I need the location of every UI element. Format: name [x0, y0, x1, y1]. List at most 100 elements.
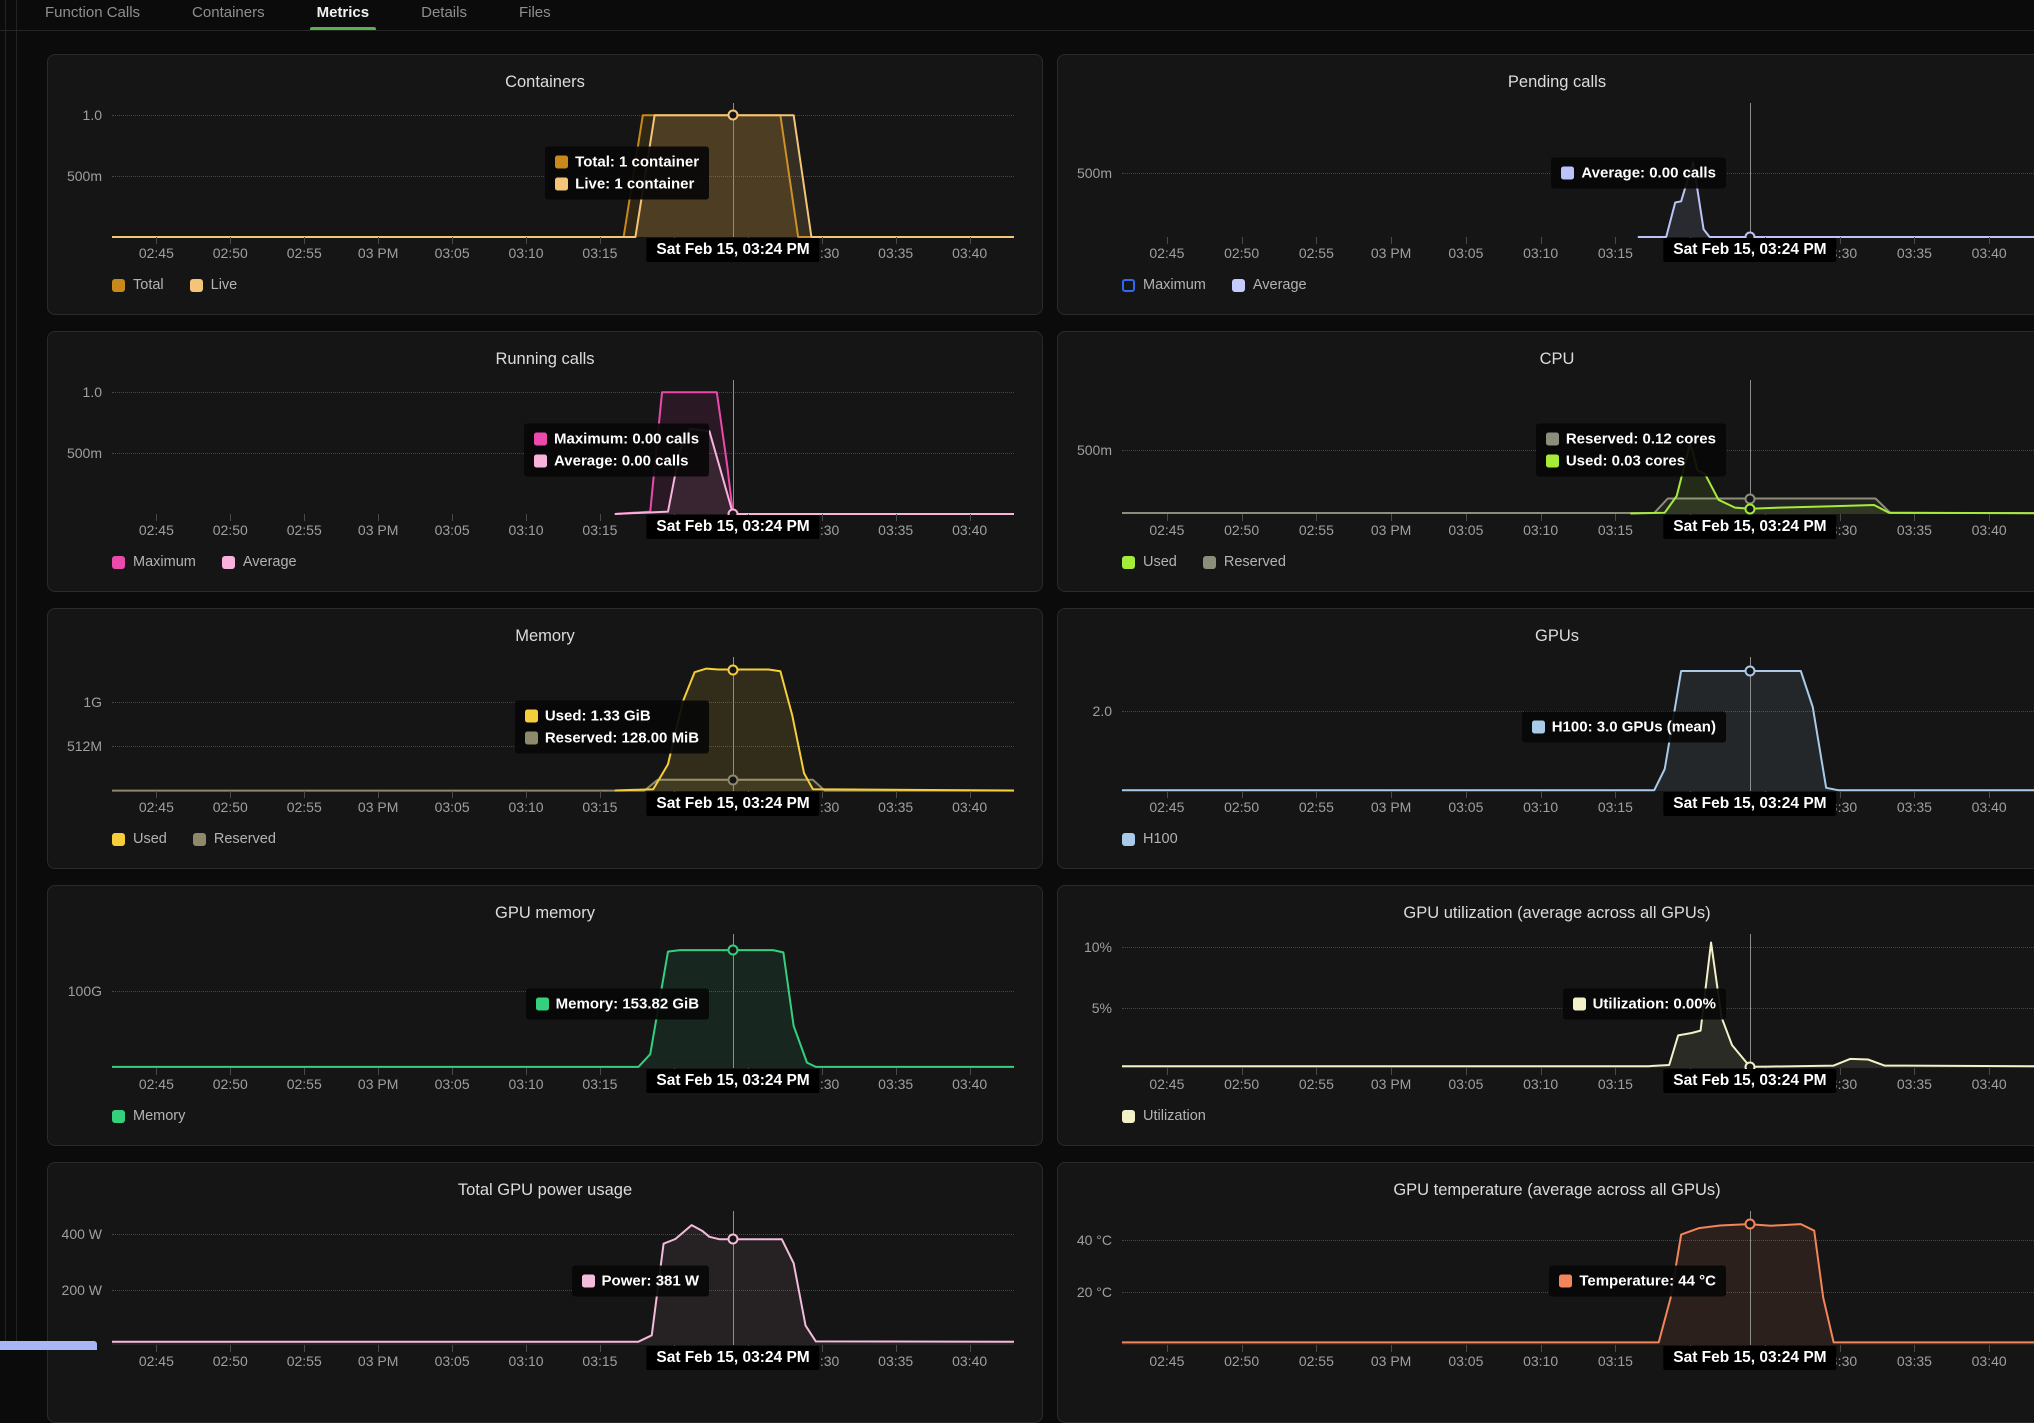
x-axis-label: 03 PM — [1370, 522, 1412, 538]
x-axis-label: 02:50 — [212, 799, 248, 815]
x-axis-label: 02:55 — [1298, 1353, 1334, 1369]
tooltip-swatch — [1545, 432, 1559, 446]
legend-item-reserved[interactable]: Reserved — [1202, 554, 1286, 570]
tab-containers[interactable]: Containers — [192, 0, 265, 30]
x-axis-label: 03:10 — [1523, 245, 1559, 261]
plot-area-running-calls[interactable]: 1.0 500m Maximum: 0.00 calls Average: 0.00 … — [67, 380, 1014, 539]
tooltip-swatch — [533, 454, 547, 468]
legend-item-used[interactable]: Used — [1122, 554, 1177, 570]
x-tick — [1241, 1345, 1243, 1352]
legend-swatch — [189, 278, 203, 292]
legend-item-total[interactable]: Total — [112, 277, 164, 293]
chart-title: GPU temperature (average across all GPUs… — [1393, 1181, 1721, 1199]
x-tick — [1166, 514, 1168, 521]
tooltip-text: Maximum: 0.00 calls — [553, 430, 700, 448]
plot-area-gpu-temperature-average-across-all-gpus[interactable]: 40 °C 20 °C Temperature: 44 °C 02:45 02:50 02… — [1077, 1211, 2034, 1370]
x-axis-label: 03:05 — [434, 799, 470, 815]
chart-title: GPU utilization (average across all GPUs… — [1403, 904, 1711, 922]
x-tick — [452, 1345, 454, 1352]
tooltip-swatch — [1545, 454, 1559, 468]
hover-marker — [727, 664, 739, 675]
x-tick — [1241, 791, 1243, 798]
chart-legend: Memory — [112, 1108, 185, 1124]
series-fill-used — [1630, 443, 2034, 514]
x-tick — [378, 237, 380, 244]
x-tick — [1839, 791, 1841, 798]
legend-swatch — [112, 1109, 125, 1123]
x-tick — [1166, 237, 1168, 244]
x-axis-label: 02:55 — [1298, 1076, 1334, 1092]
x-tick — [1839, 514, 1841, 521]
chart-legend: Maximum Average — [1122, 277, 1307, 293]
legend-item-maximum[interactable]: Maximum — [112, 554, 196, 570]
x-axis-label: 02:45 — [1149, 245, 1185, 261]
x-tick — [1839, 1345, 1841, 1352]
legend-item-live[interactable]: Live — [189, 277, 237, 293]
tab-label: Files — [518, 3, 551, 21]
x-tick — [378, 1345, 380, 1352]
legend-item-h100[interactable]: H100 — [1122, 831, 1178, 847]
x-axis-label: 03:40 — [1971, 1353, 2007, 1369]
x-tick — [156, 514, 158, 521]
tab-label: Function Calls — [45, 3, 141, 21]
x-tick — [895, 514, 897, 521]
legend-item-memory[interactable]: Memory — [112, 1108, 185, 1124]
tab-details[interactable]: Details — [421, 0, 467, 30]
x-tick — [1241, 514, 1243, 521]
legend-item-average[interactable]: Average — [221, 554, 297, 570]
x-tick — [1316, 791, 1318, 798]
tab-metrics[interactable]: Metrics — [309, 0, 376, 30]
legend-item-utilization[interactable]: Utilization — [1122, 1108, 1206, 1124]
x-axis-label: 02:55 — [1298, 522, 1334, 538]
x-tick — [304, 791, 306, 798]
x-tick — [1391, 1068, 1393, 1075]
chart-legend: Used Reserved — [1122, 554, 1286, 570]
x-tick — [599, 791, 601, 798]
plot-area-gpu-memory[interactable]: 100G Memory: 153.82 GiB 02:45 02:50 02:55 03 … — [68, 934, 1014, 1093]
series-line-live — [112, 115, 1014, 237]
plot-area-gpus[interactable]: 2.0 H100: 3.0 GPUs (mean) 02:45 02:50 02:55 0… — [1093, 657, 2034, 816]
series-line-used — [1630, 443, 2034, 513]
x-tick — [1540, 237, 1542, 244]
x-axis-label: 02:55 — [1298, 799, 1334, 815]
chart-panel-cpu: CPU 500m Reserved: 0.12 cores Used: 0.03 co… — [1057, 331, 2034, 592]
x-tick — [526, 791, 528, 798]
plot-area-containers[interactable]: 1.0 500m Total: 1 container Live: 1 contain… — [67, 103, 1014, 262]
legend-item-average[interactable]: Average — [1231, 277, 1307, 293]
x-axis-label: 02:55 — [286, 1353, 322, 1369]
crosshair-line — [733, 103, 735, 237]
x-tick — [304, 1068, 306, 1075]
chart-panel-gpu-utilization-average-across-all-gpus: GPU utilization (average across all GPUs… — [1057, 885, 2034, 1146]
tab-files[interactable]: Files — [518, 0, 551, 30]
bottom-left-blue-bar[interactable] — [0, 1341, 97, 1350]
plot-area-memory[interactable]: 1G 512M Used: 1.33 GiB Reserved: 128.00 MiB… — [67, 657, 1014, 816]
x-axis-label: 03:35 — [878, 522, 914, 538]
x-axis-label: 03:05 — [1448, 799, 1484, 815]
x-tick — [1391, 1345, 1393, 1352]
plot-area-cpu[interactable]: 500m Reserved: 0.12 cores Used: 0.03 cores… — [1077, 380, 2034, 539]
plot-area-gpu-utilization-average-across-all-gpus[interactable]: 10% 5% Utilization: 0.00% 02:45 02:50 02:55 03… — [1084, 934, 2034, 1093]
legend-swatch — [1122, 1109, 1135, 1123]
value-tooltip: Power: 381 W — [571, 1265, 710, 1297]
legend-label: Total — [133, 277, 164, 293]
legend-item-maximum[interactable]: Maximum — [1122, 277, 1206, 293]
tooltip-text: Total: 1 container — [575, 153, 700, 171]
x-axis-label: 03 PM — [1370, 1076, 1412, 1092]
tab-function-calls[interactable]: Function Calls — [45, 0, 141, 30]
tooltip-swatch — [533, 432, 547, 446]
legend-item-reserved[interactable]: Reserved — [192, 831, 276, 847]
plot-area-pending-calls[interactable]: 500m Average: 0.00 calls 02:45 02:50 02:55 03… — [1077, 103, 2034, 262]
tooltip-swatch — [1531, 720, 1545, 734]
x-tick — [1316, 1345, 1318, 1352]
x-tick — [378, 514, 380, 521]
x-tick — [156, 791, 158, 798]
value-tooltip: Reserved: 0.12 cores Used: 0.03 cores — [1535, 423, 1726, 477]
legend-item-used[interactable]: Used — [112, 831, 167, 847]
x-tick — [969, 1068, 971, 1075]
tab-label: Metrics — [316, 3, 370, 21]
plot-area-total-gpu-power-usage[interactable]: 400 W 200 W Power: 381 W 02:45 02:50 02:55 03 … — [62, 1211, 1014, 1370]
crosshair-line — [733, 1211, 735, 1345]
y-gridline: 40 °C — [1077, 1232, 2034, 1248]
x-axis-label: 03:35 — [1896, 1076, 1932, 1092]
x-tick — [452, 237, 454, 244]
